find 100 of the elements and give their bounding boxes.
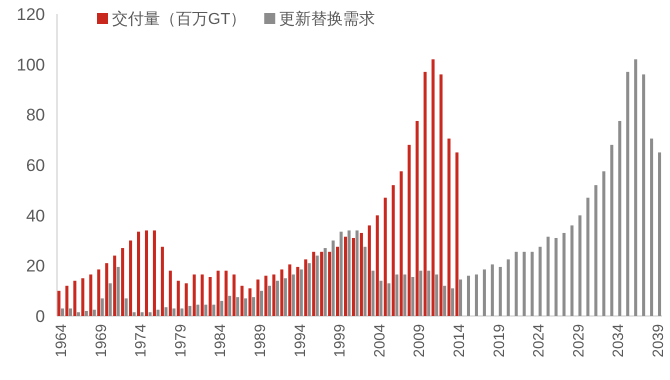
bar bbox=[292, 274, 295, 316]
bar bbox=[116, 266, 120, 316]
bar bbox=[256, 280, 260, 316]
bar bbox=[113, 256, 116, 316]
bar bbox=[152, 230, 156, 316]
bar bbox=[490, 264, 494, 316]
bar bbox=[634, 59, 638, 316]
bar bbox=[208, 276, 212, 316]
x-tick-label: 2014 bbox=[451, 324, 468, 358]
bar bbox=[252, 297, 256, 316]
x-tick-label: 1964 bbox=[52, 324, 70, 358]
bar bbox=[316, 256, 319, 316]
bar bbox=[304, 259, 308, 316]
bar bbox=[168, 270, 172, 316]
bar bbox=[379, 280, 382, 316]
bar bbox=[642, 74, 646, 316]
bar bbox=[435, 274, 438, 316]
bar bbox=[363, 246, 367, 316]
bar bbox=[408, 144, 411, 316]
bar bbox=[443, 286, 446, 316]
bar bbox=[424, 72, 427, 316]
bar bbox=[376, 215, 379, 316]
bar bbox=[196, 304, 200, 316]
bar bbox=[371, 270, 374, 316]
bar bbox=[514, 252, 518, 316]
x-tick-label: 2009 bbox=[411, 324, 428, 358]
y-tick-label: 120 bbox=[16, 5, 45, 24]
x-tick-label: 2024 bbox=[530, 324, 548, 358]
bar bbox=[148, 312, 152, 316]
bar bbox=[538, 246, 542, 316]
bar bbox=[384, 198, 387, 316]
x-tick-label: 1969 bbox=[92, 324, 110, 358]
bar bbox=[92, 310, 96, 316]
legend-label: 更新替换需求 bbox=[279, 10, 376, 28]
bar bbox=[403, 274, 406, 316]
bar bbox=[164, 307, 168, 316]
bar bbox=[156, 310, 160, 316]
bar bbox=[387, 283, 390, 316]
bar bbox=[466, 276, 470, 316]
bar bbox=[474, 274, 478, 316]
bar bbox=[108, 283, 112, 316]
bar bbox=[300, 269, 303, 316]
x-tick-label: 1984 bbox=[212, 324, 230, 358]
x-tick-label: 1974 bbox=[132, 324, 150, 358]
bar bbox=[272, 274, 276, 316]
bar bbox=[144, 230, 148, 316]
bar bbox=[244, 298, 248, 316]
x-tick-label: 2034 bbox=[610, 324, 628, 358]
bar bbox=[332, 240, 335, 316]
bar bbox=[260, 290, 264, 316]
bar bbox=[65, 286, 68, 316]
bar bbox=[419, 270, 422, 316]
bar bbox=[212, 304, 216, 316]
bar bbox=[506, 259, 510, 316]
bar bbox=[220, 300, 224, 316]
bar bbox=[192, 274, 196, 316]
x-tick-label: 2019 bbox=[490, 324, 508, 358]
bar bbox=[268, 286, 271, 316]
legend-label: 交付量（百万GT） bbox=[112, 10, 246, 28]
bar bbox=[356, 230, 359, 316]
bar bbox=[455, 152, 458, 316]
bar bbox=[344, 236, 348, 316]
bar bbox=[57, 290, 60, 316]
bar bbox=[129, 240, 132, 316]
bar bbox=[411, 276, 414, 316]
bar bbox=[308, 263, 311, 316]
bar bbox=[447, 138, 451, 316]
bar bbox=[288, 264, 292, 316]
bar bbox=[184, 283, 188, 316]
y-tick-label: 20 bbox=[26, 256, 45, 276]
x-tick-label: 1999 bbox=[332, 324, 349, 358]
bar bbox=[296, 266, 300, 316]
bar bbox=[236, 297, 240, 316]
bar bbox=[395, 274, 398, 316]
bar bbox=[658, 152, 662, 316]
bar bbox=[618, 120, 622, 316]
bar bbox=[84, 310, 88, 316]
bar bbox=[188, 306, 192, 316]
bar bbox=[459, 280, 462, 316]
bar bbox=[440, 74, 443, 316]
y-tick-label: 100 bbox=[16, 55, 45, 74]
bar bbox=[68, 308, 72, 316]
y-tick-label: 40 bbox=[26, 206, 45, 226]
bar bbox=[132, 312, 136, 316]
bar bbox=[427, 270, 430, 316]
bar bbox=[360, 232, 363, 316]
bar bbox=[204, 304, 208, 316]
bar bbox=[216, 270, 220, 316]
bar bbox=[554, 238, 558, 316]
bar bbox=[348, 230, 351, 316]
bar bbox=[392, 185, 395, 316]
y-tick-label: 0 bbox=[36, 307, 45, 326]
bar bbox=[602, 171, 606, 316]
bar bbox=[336, 246, 340, 316]
bar bbox=[284, 278, 287, 316]
x-tick-label: 2039 bbox=[650, 324, 668, 358]
x-tick-label: 2004 bbox=[371, 324, 388, 358]
bar bbox=[172, 308, 176, 316]
bar bbox=[200, 274, 204, 316]
bar bbox=[570, 225, 574, 316]
